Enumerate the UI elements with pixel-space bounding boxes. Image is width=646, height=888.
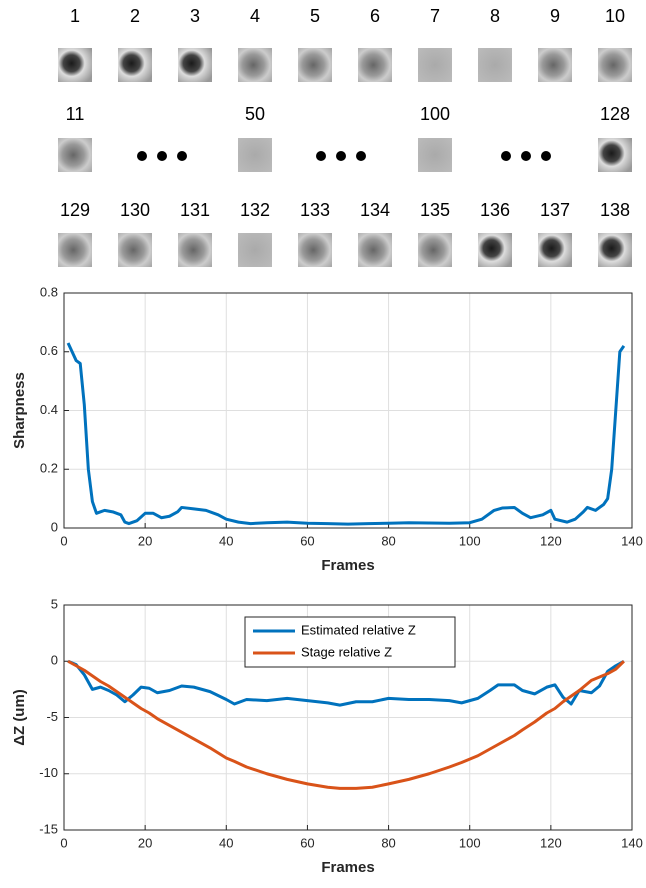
x-axis-label: Frames [321,859,374,876]
y-tick-label: 0.2 [40,461,58,476]
y-tick-label: -10 [39,765,58,780]
thumbnail [178,233,212,267]
y-tick-label: 0 [51,519,58,534]
x-axis-label: Frames [321,557,374,574]
thumbnail [238,233,272,267]
y-tick-label: -5 [46,709,58,724]
frame-label: 2 [130,6,140,26]
legend-box [244,616,456,668]
thumbnail [358,233,392,267]
x-tick-label: 20 [138,533,152,548]
thumbnail [538,233,572,267]
x-tick-label: 100 [459,835,481,850]
thumbnail [598,138,632,172]
y-axis-label: Sharpness [11,372,28,449]
frame-label: 135 [420,200,450,220]
frame-label: 7 [430,6,440,26]
thumbnail [58,138,92,172]
frame-label: 50 [245,104,265,124]
data-line [66,342,626,526]
thumbnail [238,138,272,172]
axes-box [63,292,633,529]
frame-label: 6 [370,6,380,26]
y-tick-label: 5 [51,596,58,611]
frame-label: 8 [490,6,500,26]
thumbnail [238,48,272,82]
legend-label: Stage relative Z [301,644,392,659]
axes-box [63,604,633,831]
thumbnail [418,138,452,172]
thumbnail [418,48,452,82]
frame-label: 3 [190,6,200,26]
x-tick-label: 140 [621,835,643,850]
x-tick-label: 140 [621,533,643,548]
thumbnail [418,233,452,267]
thumbnail [478,48,512,82]
frame-label: 136 [480,200,510,220]
y-tick-label: -15 [39,821,58,836]
x-tick-label: 60 [300,533,314,548]
frame-label: 138 [600,200,630,220]
thumbnail [538,48,572,82]
ellipsis-dots [137,151,551,161]
thumbnail [118,48,152,82]
frame-label: 10 [605,6,625,26]
legend-label: Estimated relative Z [301,622,416,637]
x-tick-label: 60 [300,835,314,850]
thumbnail [478,233,512,267]
x-tick-label: 80 [381,533,395,548]
x-tick-label: 120 [540,533,562,548]
data-line [67,659,625,790]
thumbnail [298,48,332,82]
frame-label: 129 [60,200,90,220]
x-tick-label: 40 [219,533,233,548]
y-tick-label: 0 [51,653,58,668]
x-tick-label: 0 [60,835,67,850]
x-tick-label: 100 [459,533,481,548]
thumbnail [358,48,392,82]
frame-label: 133 [300,200,330,220]
x-tick-label: 0 [60,533,67,548]
y-axis-label: ΔZ (um) [11,689,28,746]
data-line [67,659,625,707]
thumbnail [58,233,92,267]
frame-label: 134 [360,200,390,220]
frame-label: 11 [66,104,85,124]
frame-label: 132 [240,200,270,220]
x-tick-label: 80 [381,835,395,850]
thumbnail [598,233,632,267]
frame-label: 128 [600,104,630,124]
frame-label: 9 [550,6,560,26]
y-tick-label: 0.8 [40,284,58,299]
frame-label: 131 [180,200,210,220]
frame-label: 5 [310,6,320,26]
frame-label: 130 [120,200,150,220]
thumbnail [118,233,152,267]
x-tick-label: 120 [540,835,562,850]
thumbnail [298,233,332,267]
frame-label: 137 [540,200,570,220]
thumbnail [598,48,632,82]
frame-label: 4 [250,6,260,26]
y-tick-label: 0.4 [40,402,58,417]
y-tick-label: 0.6 [40,343,58,358]
thumbnail [178,48,212,82]
frame-label: 1 [70,6,80,26]
frame-label: 100 [420,104,450,124]
thumbnail [58,48,92,82]
x-tick-label: 20 [138,835,152,850]
x-tick-label: 40 [219,835,233,850]
